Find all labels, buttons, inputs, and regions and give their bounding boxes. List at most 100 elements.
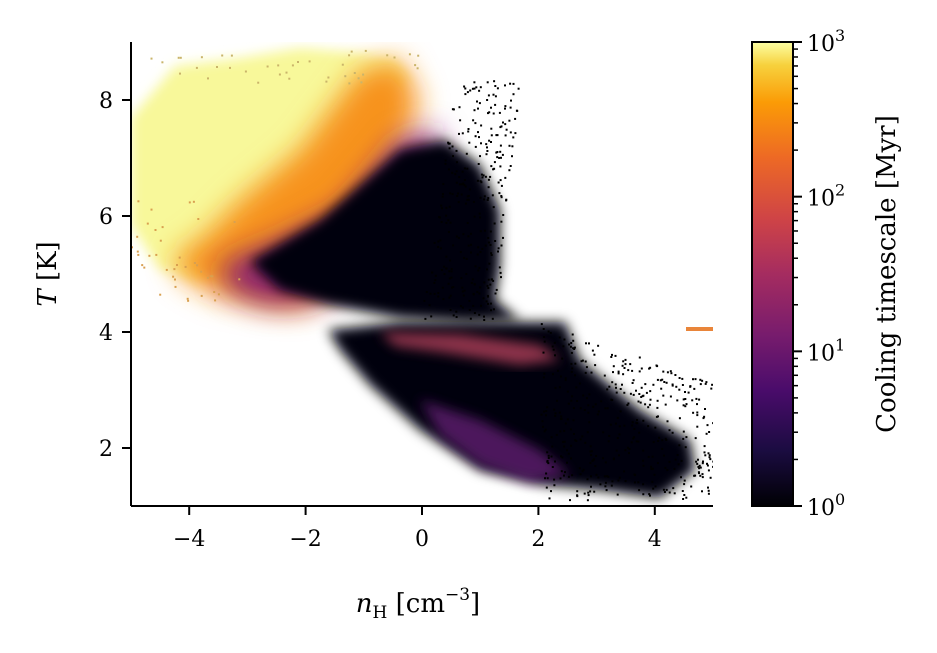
sparse-point [136, 235, 139, 238]
sparse-point [464, 202, 467, 205]
sparse-point [696, 414, 699, 417]
sparse-point [707, 492, 710, 495]
sparse-point [455, 170, 458, 173]
sparse-point [423, 299, 426, 302]
sparse-point [570, 399, 573, 402]
sparse-point [618, 425, 621, 428]
sparse-point [558, 411, 561, 414]
sparse-point [545, 486, 548, 489]
sparse-point [568, 343, 570, 346]
sparse-point [637, 440, 640, 443]
sparse-point [542, 425, 544, 428]
sparse-point [504, 84, 506, 87]
sparse-point [553, 341, 556, 344]
sparse-point [499, 165, 502, 168]
sparse-point [697, 471, 700, 474]
sparse-point [633, 427, 636, 430]
sparse-point [360, 81, 363, 84]
sparse-point [487, 94, 490, 97]
sparse-point [479, 216, 482, 219]
sparse-point [709, 458, 712, 461]
sparse-point [597, 344, 600, 347]
sparse-point [550, 490, 552, 493]
sparse-point [693, 387, 696, 390]
sparse-point [464, 87, 467, 90]
sparse-point [150, 57, 153, 60]
sparse-point [455, 316, 458, 318]
sparse-point [649, 398, 652, 401]
sparse-point [656, 365, 659, 368]
sparse-point [593, 353, 596, 356]
sparse-point [705, 432, 708, 435]
sparse-point [626, 404, 629, 406]
sparse-point [543, 430, 546, 433]
sparse-point [581, 470, 584, 473]
sparse-point [504, 107, 506, 110]
sparse-point [478, 212, 481, 215]
sparse-point [607, 440, 610, 443]
sparse-point [658, 436, 661, 439]
sparse-point [647, 455, 650, 458]
sparse-point [192, 200, 195, 203]
sparse-point [477, 131, 479, 134]
sparse-point [490, 278, 493, 281]
sparse-point [670, 372, 673, 375]
x-tick-label: 0 [415, 527, 429, 552]
sparse-point [558, 386, 561, 389]
sparse-point [563, 338, 566, 341]
sparse-point [579, 473, 582, 476]
sparse-point [214, 299, 217, 302]
sparse-point [159, 239, 162, 242]
sparse-point [590, 450, 593, 453]
sparse-point [179, 56, 182, 59]
sparse-point [694, 437, 697, 440]
sparse-point [681, 490, 684, 492]
sparse-point [492, 168, 495, 171]
sparse-point [489, 230, 492, 233]
sparse-point [626, 446, 629, 449]
sparse-point [551, 373, 554, 376]
sparse-point [496, 151, 499, 153]
sparse-point [441, 195, 444, 198]
sparse-point [590, 475, 592, 478]
sparse-point [488, 262, 491, 265]
sparse-point [447, 219, 450, 222]
sparse-point [616, 416, 619, 419]
sparse-point [504, 105, 507, 108]
sparse-point [676, 454, 679, 456]
sparse-point [664, 437, 667, 440]
sparse-point [483, 229, 486, 232]
sparse-point [556, 369, 559, 372]
sparse-point [691, 399, 694, 402]
sparse-point [511, 155, 513, 158]
sparse-point [666, 469, 669, 472]
sparse-point [200, 270, 203, 273]
sparse-point [622, 360, 625, 363]
sparse-point [668, 460, 671, 463]
sparse-point [474, 145, 477, 148]
sparse-point [444, 159, 447, 162]
sparse-point [462, 182, 465, 185]
sparse-point [676, 399, 679, 402]
sparse-point [450, 268, 453, 270]
sparse-point [611, 480, 614, 483]
x-tick-label: 2 [531, 527, 545, 552]
sparse-point [696, 425, 699, 428]
y-tick-label: 8 [99, 89, 113, 114]
sparse-point [487, 178, 490, 181]
sparse-point [597, 410, 600, 413]
sparse-point [485, 143, 488, 146]
sparse-point [455, 149, 458, 152]
sparse-point [474, 122, 477, 125]
sparse-point [558, 336, 561, 339]
sparse-point [631, 369, 634, 372]
sparse-point [576, 400, 579, 402]
sparse-point [494, 240, 497, 242]
sparse-point [498, 192, 501, 195]
sparse-point [542, 351, 545, 354]
sparse-point [586, 499, 589, 502]
sparse-point [665, 488, 668, 491]
sparse-point [447, 282, 450, 285]
sparse-point [593, 490, 596, 493]
sparse-point [611, 381, 614, 384]
